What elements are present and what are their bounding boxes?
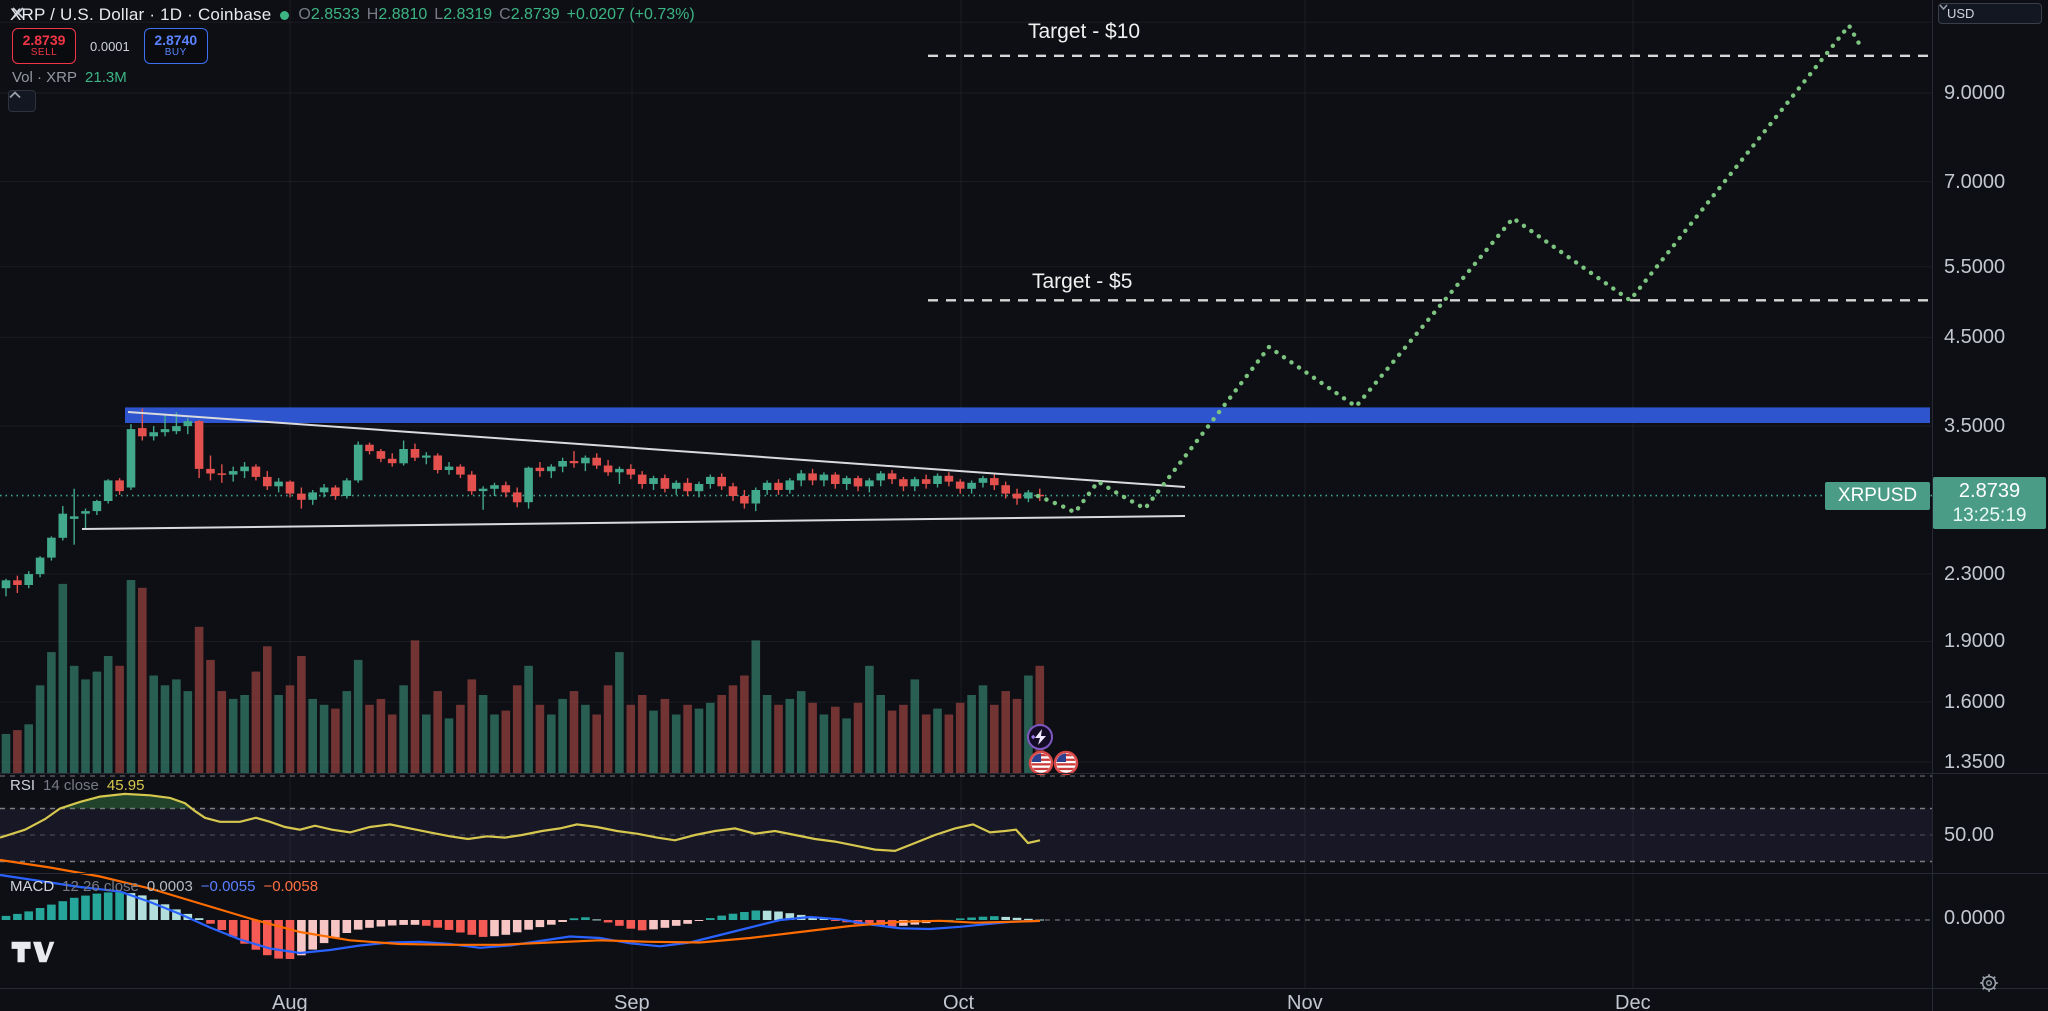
- tradingview-logo[interactable]: [10, 938, 56, 966]
- price-axis-separator[interactable]: [1932, 0, 1933, 1011]
- time-axis-label-sep[interactable]: Sep: [614, 992, 650, 1011]
- symbol-title[interactable]: XRP / U.S. Dollar · 1D · Coinbase: [10, 5, 272, 24]
- change-value: +0.0207 (+0.73%): [566, 6, 695, 23]
- candles[interactable]: [1, 408, 1045, 597]
- macd-legend[interactable]: MACD 12 26 close 0.0003 −0.0055 −0.0058: [10, 878, 319, 895]
- price-axis-label: 1.6000: [1944, 691, 2006, 714]
- close-icon[interactable]: [10, 5, 26, 21]
- macd-line-value: −0.0055: [200, 878, 256, 895]
- macd-signal-line[interactable]: [0, 858, 1041, 946]
- price-axis-label: 1.9000: [1944, 630, 2006, 653]
- ohlc-readout: O2.8533 H2.8810 L2.8319 C2.8739 +0.0207 …: [298, 6, 695, 23]
- indicator-axis-label: 50.00: [1944, 824, 1995, 846]
- time-axis-label-nov[interactable]: Nov: [1287, 992, 1323, 1011]
- rsi-line[interactable]: [0, 792, 1041, 853]
- price-axis-label: 4.5000: [1944, 326, 2006, 349]
- bar-countdown: 13:25:19: [1952, 504, 2027, 526]
- rsi-legend[interactable]: RSI 14 close 45.95: [10, 777, 145, 794]
- macd-signal-value: −0.0058: [263, 878, 319, 895]
- volume-bars: [1, 580, 1045, 774]
- chevron-down-icon: [1939, 4, 1948, 10]
- target-5-label[interactable]: Target - $5: [1032, 270, 1133, 293]
- spread-value: 0.0001: [90, 38, 130, 54]
- price-axis-label: 7.0000: [1944, 170, 2006, 193]
- chart-header: XRP / U.S. Dollar · 1D · Coinbase O2.853…: [10, 5, 695, 25]
- resistance-zone[interactable]: [125, 407, 1930, 423]
- symbol-axis-tag[interactable]: XRPUSD: [1825, 482, 1930, 510]
- rsi-overbought-fill: [60, 793, 192, 809]
- macd-histogram: [1, 891, 1045, 959]
- sell-button[interactable]: 2.8739 SELL: [12, 28, 76, 64]
- volume-legend[interactable]: Vol · XRP 21.3M: [12, 69, 127, 86]
- time-axis-label-dec[interactable]: Dec: [1615, 992, 1651, 1011]
- market-status-icon[interactable]: [280, 10, 290, 20]
- buy-button[interactable]: 2.8740 BUY: [143, 28, 208, 64]
- pane-separator-macd[interactable]: [0, 873, 2048, 874]
- open-value: 2.8533: [310, 6, 360, 23]
- collapse-header-button[interactable]: [8, 90, 36, 112]
- time-axis-separator: [0, 988, 2048, 989]
- price-axis-label: 2.3000: [1944, 563, 2006, 586]
- settings-gear-icon[interactable]: [1978, 972, 2000, 994]
- high-value: 2.8810: [378, 6, 428, 23]
- indicator-axis-label: 0.0000: [1944, 907, 2006, 929]
- low-value: 2.8319: [443, 6, 493, 23]
- macd-line[interactable]: [0, 873, 1041, 955]
- price-axis-label: 1.3500: [1944, 751, 2006, 773]
- target-lines[interactable]: [928, 54, 1928, 302]
- currency-dropdown[interactable]: USD: [1938, 3, 2042, 24]
- price-axis-label: 5.5000: [1944, 255, 2006, 278]
- target-10-label[interactable]: Target - $10: [1028, 20, 1141, 43]
- volume-value: 21.3M: [85, 69, 127, 86]
- chart-stickers[interactable]: [1027, 724, 1079, 776]
- trade-panel: 2.8739 SELL 0.0001 2.8740 BUY: [12, 28, 208, 64]
- pane-separator-rsi[interactable]: [0, 773, 2048, 774]
- rsi-pane-background: [0, 775, 1932, 863]
- projection-path[interactable]: [1035, 21, 1865, 516]
- time-axis-label-aug[interactable]: Aug: [272, 992, 308, 1011]
- triangle-trendlines[interactable]: [81, 411, 1186, 530]
- time-axis-label-oct[interactable]: Oct: [943, 992, 975, 1011]
- price-axis-label: 3.5000: [1944, 415, 2006, 438]
- macd-hist-value: 0.0003: [146, 878, 193, 895]
- price-axis-label: 9.0000: [1944, 82, 2006, 104]
- close-value: 2.8739: [510, 6, 560, 23]
- last-price-value: 2.8739: [1958, 479, 2021, 502]
- chevron-up-icon: [9, 91, 21, 99]
- last-price-axis-tag[interactable]: 2.8739 13:25:19: [1933, 477, 2046, 529]
- rsi-value: 45.95: [106, 777, 145, 794]
